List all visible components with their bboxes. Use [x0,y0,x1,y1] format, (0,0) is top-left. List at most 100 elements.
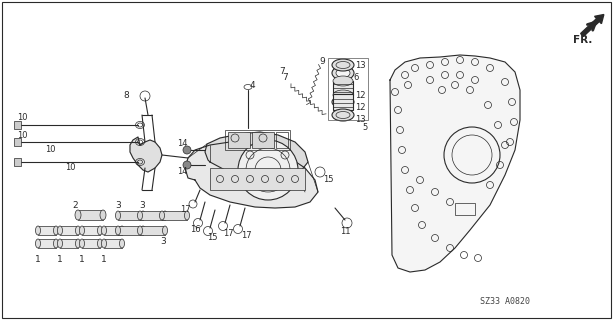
Text: 3: 3 [139,201,145,210]
Text: 17: 17 [241,230,251,239]
Text: 11: 11 [340,228,350,236]
Bar [118,211,143,220]
Text: 15: 15 [323,175,333,185]
Bar [60,226,78,235]
Text: 8: 8 [123,92,129,100]
Bar [14,121,21,129]
Bar [38,226,56,235]
Bar [60,239,78,248]
Ellipse shape [97,226,102,235]
Text: 4: 4 [249,81,255,90]
Ellipse shape [97,239,102,248]
Text: 1: 1 [101,254,107,263]
Bar [328,58,368,120]
Ellipse shape [333,90,353,100]
Polygon shape [390,55,520,272]
Text: 16: 16 [189,226,200,235]
Bar [82,226,100,235]
Polygon shape [185,142,318,208]
Bar [140,226,165,235]
Ellipse shape [102,239,107,248]
Ellipse shape [75,226,80,235]
Ellipse shape [36,226,40,235]
Circle shape [183,161,191,169]
Bar [14,138,21,146]
Text: 12: 12 [355,103,365,113]
Ellipse shape [58,239,63,248]
Ellipse shape [137,211,142,220]
Ellipse shape [336,68,350,77]
Ellipse shape [162,211,167,220]
Bar [14,158,21,166]
Bar [118,226,143,235]
Ellipse shape [115,226,121,235]
Bar [455,203,475,215]
Text: 10: 10 [65,164,75,172]
Text: 12: 12 [355,91,365,100]
Bar [333,94,353,110]
Text: 14: 14 [177,167,187,177]
Text: 1: 1 [35,254,41,263]
FancyArrow shape [581,14,604,36]
Text: 10: 10 [17,114,27,123]
Text: 17: 17 [223,228,234,237]
Ellipse shape [75,239,80,248]
Text: 13: 13 [355,116,365,124]
Text: 14: 14 [177,139,187,148]
Bar [104,226,122,235]
Ellipse shape [102,226,107,235]
Text: 1: 1 [79,254,85,263]
Ellipse shape [140,211,145,220]
Ellipse shape [185,211,189,220]
Text: 9: 9 [319,58,325,67]
Polygon shape [130,137,162,172]
Ellipse shape [332,59,354,71]
Ellipse shape [58,226,63,235]
Bar [104,239,122,248]
Ellipse shape [332,96,354,108]
Ellipse shape [36,239,40,248]
Text: 3: 3 [160,237,166,246]
Ellipse shape [333,76,353,86]
Ellipse shape [162,226,167,235]
Ellipse shape [140,226,145,235]
Ellipse shape [53,239,58,248]
Text: FR.: FR. [573,35,592,45]
Circle shape [238,140,298,200]
Ellipse shape [80,239,85,248]
Bar [333,81,353,95]
Ellipse shape [332,66,354,80]
Bar [140,211,165,220]
Ellipse shape [53,226,58,235]
Bar [38,239,56,248]
Ellipse shape [332,109,354,121]
Text: SZ33 A0820: SZ33 A0820 [480,298,530,307]
Text: 10: 10 [17,131,27,140]
Ellipse shape [137,226,142,235]
Bar [276,132,288,148]
Text: 13: 13 [355,60,365,69]
Bar [162,211,187,220]
Bar [78,210,103,220]
Ellipse shape [120,226,124,235]
Text: 5: 5 [362,124,368,132]
Text: 1: 1 [57,254,63,263]
Bar [252,132,274,148]
Polygon shape [205,132,308,180]
Text: 2: 2 [72,201,78,210]
Ellipse shape [100,210,106,220]
Text: 3: 3 [115,201,121,210]
Ellipse shape [120,239,124,248]
Text: 7: 7 [279,68,285,76]
Bar [82,239,100,248]
Text: 6: 6 [353,74,359,83]
Circle shape [183,146,191,154]
Ellipse shape [115,211,121,220]
Ellipse shape [80,226,85,235]
Ellipse shape [159,211,164,220]
Text: 7: 7 [282,74,288,83]
Ellipse shape [75,210,81,220]
Text: 17: 17 [180,205,190,214]
Bar [228,132,250,148]
Bar [210,168,305,190]
